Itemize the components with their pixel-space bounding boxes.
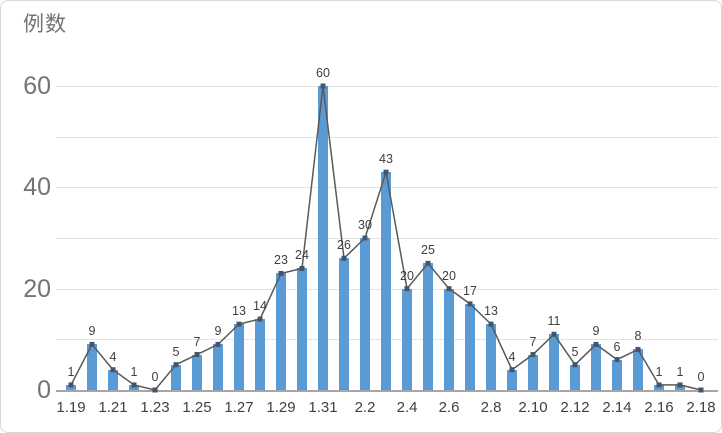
- data-label: 43: [379, 152, 393, 167]
- data-label: 20: [442, 268, 456, 283]
- bar-2.9: [507, 369, 517, 390]
- x-tick-label: 2.16: [644, 399, 674, 416]
- bar-1.19: [66, 384, 76, 390]
- bar-2.6: [444, 288, 454, 390]
- y-tick-label: 20: [23, 274, 51, 303]
- data-label: 11: [547, 314, 561, 329]
- bar-2.15: [633, 349, 643, 390]
- data-label: 6: [613, 339, 621, 354]
- x-tick-label: 2.14: [602, 399, 632, 416]
- x-tick-label: 1.31: [308, 399, 338, 416]
- bar-1.24: [171, 364, 181, 390]
- bar-2.3: [381, 172, 391, 390]
- data-label: 1: [130, 364, 138, 379]
- bar-2.1: [339, 258, 349, 390]
- gridline-y-50: [56, 137, 718, 138]
- x-tick-label: 1.23: [140, 399, 170, 416]
- data-label: 4: [109, 349, 117, 364]
- bar-2.14: [612, 359, 622, 390]
- bar-2.4: [402, 288, 412, 390]
- bar-2.13: [591, 344, 601, 390]
- x-tick-label: 2.8: [480, 399, 502, 416]
- data-label: 30: [358, 218, 372, 232]
- y-tick-label: 0: [37, 376, 51, 404]
- bar-1.27: [234, 324, 244, 390]
- data-label: 14: [253, 299, 267, 314]
- chart-title: 例数: [23, 13, 67, 36]
- bar-1.29: [276, 273, 286, 390]
- data-label: 9: [214, 324, 222, 339]
- data-label: 9: [592, 324, 600, 339]
- bar-2.12: [570, 364, 580, 390]
- data-label: 5: [172, 344, 180, 359]
- data-label: 8: [634, 329, 642, 344]
- bar-1.21: [108, 369, 118, 390]
- x-tick-label: 1.27: [224, 399, 254, 416]
- data-label: 17: [463, 283, 477, 298]
- data-label: 20: [400, 268, 414, 283]
- data-label: 5: [571, 344, 579, 359]
- data-label: 7: [193, 334, 201, 349]
- x-tick-label: 2.12: [560, 399, 590, 416]
- x-tick-label: 2.6: [438, 399, 460, 416]
- bar-2.2: [360, 238, 370, 390]
- y-tick-label: 40: [23, 173, 51, 202]
- bar-1.28: [255, 319, 265, 390]
- bar-2.10: [528, 354, 538, 390]
- data-label: 7: [529, 334, 537, 349]
- x-tick-label: 1.19: [56, 399, 86, 416]
- data-label: 13: [232, 304, 246, 319]
- data-label: 24: [295, 248, 309, 263]
- bar-1.22: [129, 384, 139, 390]
- x-tick-label: 1.25: [182, 399, 212, 416]
- x-tick-label: 2.10: [518, 399, 548, 416]
- bar-2.8: [486, 324, 496, 390]
- data-label: 1: [655, 364, 663, 379]
- x-tick-label: 2.18: [686, 399, 716, 416]
- gridline-y-60: [56, 86, 718, 87]
- bar-2.17: [675, 384, 685, 390]
- data-label: 0: [697, 370, 705, 384]
- x-tick-label: 2.4: [396, 399, 418, 416]
- data-label: 25: [421, 243, 435, 258]
- data-label: 23: [274, 253, 288, 268]
- x-tick-label: 1.21: [98, 399, 128, 416]
- bar-2.16: [654, 384, 664, 390]
- data-label: 1: [67, 364, 75, 379]
- bar-1.20: [87, 344, 97, 390]
- bar-2.5: [423, 263, 433, 390]
- bar-1.30: [297, 268, 307, 390]
- bar-1.26: [213, 344, 223, 390]
- y-tick-label: 60: [23, 72, 51, 100]
- data-label: 4: [508, 349, 516, 364]
- bar-1.31: [318, 86, 328, 390]
- data-label: 26: [337, 238, 351, 253]
- bar-1.25: [192, 354, 202, 390]
- data-label: 9: [88, 324, 96, 339]
- data-label: 0: [151, 370, 159, 384]
- x-axis-line: [56, 390, 718, 392]
- bar-2.11: [549, 334, 559, 390]
- x-tick-label: 2.2: [354, 399, 376, 416]
- x-tick-label: 1.29: [266, 399, 296, 416]
- data-label: 13: [484, 304, 498, 319]
- data-label: 60: [316, 66, 330, 80]
- data-label: 1: [676, 364, 684, 379]
- bar-2.7: [465, 303, 475, 390]
